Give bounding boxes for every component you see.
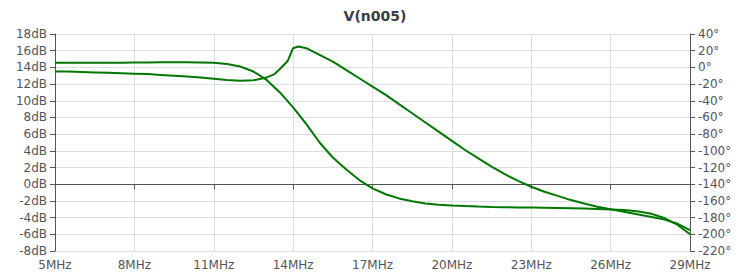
svg-text:-200°: -200° <box>698 227 731 241</box>
svg-text:16dB: 16dB <box>16 44 47 58</box>
svg-text:23MHz: 23MHz <box>511 258 552 272</box>
svg-text:0°: 0° <box>698 60 712 74</box>
svg-text:5MHz: 5MHz <box>38 258 71 272</box>
svg-text:-8dB: -8dB <box>19 244 47 258</box>
svg-text:11MHz: 11MHz <box>193 258 234 272</box>
svg-text:2dB: 2dB <box>24 161 47 175</box>
svg-text:V(n005): V(n005) <box>344 8 407 24</box>
svg-text:18dB: 18dB <box>16 27 47 41</box>
svg-text:-2dB: -2dB <box>19 194 47 208</box>
svg-text:-20°: -20° <box>698 77 724 91</box>
svg-text:10dB: 10dB <box>16 94 47 108</box>
svg-text:12dB: 12dB <box>16 77 47 91</box>
svg-text:-180°: -180° <box>698 211 731 225</box>
svg-text:4dB: 4dB <box>24 144 47 158</box>
svg-text:14MHz: 14MHz <box>273 258 314 272</box>
svg-text:26MHz: 26MHz <box>590 258 631 272</box>
svg-text:-140°: -140° <box>698 177 731 191</box>
svg-text:8dB: 8dB <box>24 110 47 124</box>
svg-text:0dB: 0dB <box>24 177 47 191</box>
svg-text:-6dB: -6dB <box>19 227 47 241</box>
svg-text:20°: 20° <box>698 44 719 58</box>
svg-text:-80°: -80° <box>698 127 724 141</box>
svg-text:20MHz: 20MHz <box>431 258 472 272</box>
svg-text:-40°: -40° <box>698 94 724 108</box>
svg-text:6dB: 6dB <box>24 127 47 141</box>
svg-text:-60°: -60° <box>698 110 724 124</box>
svg-text:-120°: -120° <box>698 161 731 175</box>
svg-text:40°: 40° <box>698 27 719 41</box>
svg-text:-220°: -220° <box>698 244 731 258</box>
svg-text:17MHz: 17MHz <box>352 258 393 272</box>
svg-text:29MHz: 29MHz <box>670 258 711 272</box>
svg-text:-4dB: -4dB <box>19 211 47 225</box>
svg-text:-160°: -160° <box>698 194 731 208</box>
svg-text:14dB: 14dB <box>16 60 47 74</box>
svg-text:-100°: -100° <box>698 144 731 158</box>
svg-text:8MHz: 8MHz <box>118 258 151 272</box>
